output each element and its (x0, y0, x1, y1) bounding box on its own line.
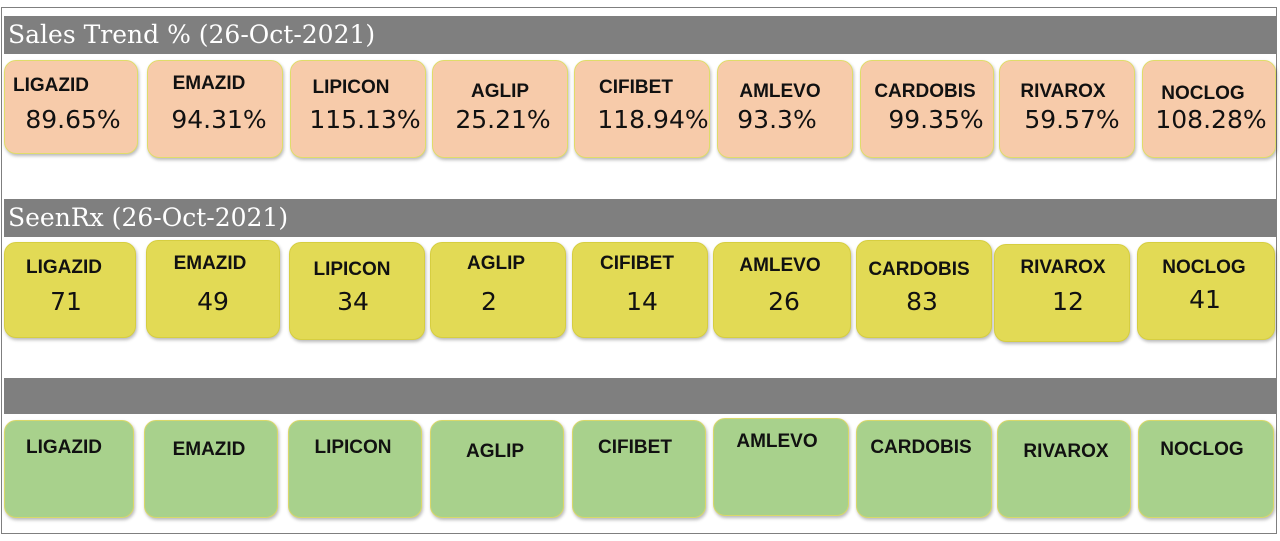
third-section-header (4, 378, 1276, 414)
card-value: 41 (1189, 285, 1221, 314)
card-value: 89.65% (25, 105, 121, 134)
card-name: AGLIP (470, 81, 530, 102)
seenrx-card-aglip[interactable]: AGLIP 2 (430, 242, 566, 338)
green-card-cifibet[interactable]: CIFIBET (572, 420, 706, 518)
card-name: EMAZID (172, 73, 246, 94)
seenrx-card-ligazid[interactable]: LIGAZID 71 (4, 242, 136, 338)
green-card-aglip[interactable]: AGLIP (430, 420, 564, 518)
sales-card-ligazid[interactable]: LIGAZID 89.65% (4, 60, 138, 154)
sales-trend-header: Sales Trend % (26-Oct-2021) (4, 16, 1276, 54)
card-name: NOCLOG (1161, 83, 1245, 104)
sales-card-aglip[interactable]: AGLIP 25.21% (432, 60, 568, 158)
card-name: AGLIP (466, 253, 526, 274)
green-card-noclog[interactable]: NOCLOG (1138, 420, 1274, 518)
card-name: NOCLOG (1162, 257, 1246, 278)
seenrx-card-rivarox[interactable]: RIVAROX 12 (994, 244, 1130, 342)
card-value: 34 (337, 287, 369, 316)
card-name: CIFIBET (598, 437, 672, 458)
card-name: CARDOBIS (874, 81, 976, 102)
card-name: RIVAROX (1020, 257, 1106, 278)
green-card-amlevo[interactable]: AMLEVO (713, 418, 849, 516)
card-name: EMAZID (173, 253, 247, 274)
green-card-ligazid[interactable]: LIGAZID (4, 420, 134, 518)
card-name: LIGAZID (13, 75, 89, 96)
sales-card-lipicon[interactable]: LIPICON 115.13% (290, 60, 426, 158)
card-value: 94.31% (171, 105, 267, 134)
card-name: LIGAZID (26, 437, 102, 458)
card-value: 59.57% (1024, 105, 1120, 134)
card-name: AGLIP (465, 441, 525, 462)
sales-card-cifibet[interactable]: CIFIBET 118.94% (574, 60, 710, 158)
card-name: NOCLOG (1160, 439, 1244, 460)
card-name: CARDOBIS (870, 437, 972, 458)
seenrx-card-amlevo[interactable]: AMLEVO 26 (713, 242, 851, 338)
card-name: AMLEVO (739, 255, 821, 276)
seenrx-header: SeenRx (26-Oct-2021) (4, 199, 1276, 237)
sales-card-emazid[interactable]: EMAZID 94.31% (147, 60, 283, 158)
card-name: LIPICON (314, 437, 392, 458)
sales-trend-title: Sales Trend % (26-Oct-2021) (8, 20, 376, 49)
card-value: 99.35% (888, 105, 984, 134)
card-value: 71 (50, 287, 82, 316)
card-value: 108.28% (1155, 105, 1267, 134)
green-card-lipicon[interactable]: LIPICON (288, 420, 422, 518)
sales-card-rivarox[interactable]: RIVAROX 59.57% (999, 60, 1135, 158)
card-value: 49 (197, 287, 229, 316)
card-name: CIFIBET (599, 77, 673, 98)
card-value: 93.3% (737, 105, 817, 134)
green-card-emazid[interactable]: EMAZID (144, 420, 278, 518)
card-name: CIFIBET (600, 253, 674, 274)
sales-card-amlevo[interactable]: AMLEVO 93.3% (717, 60, 853, 158)
card-name: LIPICON (313, 259, 391, 280)
card-name: RIVAROX (1020, 81, 1106, 102)
seenrx-card-cardobis[interactable]: CARDOBIS 83 (856, 240, 992, 338)
card-name: AMLEVO (736, 431, 818, 452)
card-name: CARDOBIS (868, 259, 970, 280)
card-name: LIPICON (312, 77, 390, 98)
card-value: 118.94% (597, 105, 709, 134)
card-name: AMLEVO (739, 81, 821, 102)
seenrx-card-noclog[interactable]: NOCLOG 41 (1137, 242, 1275, 340)
sales-card-noclog[interactable]: NOCLOG 108.28% (1142, 60, 1276, 158)
seenrx-title: SeenRx (26-Oct-2021) (8, 203, 289, 232)
sales-card-cardobis[interactable]: CARDOBIS 99.35% (860, 60, 994, 158)
card-value: 26 (768, 287, 800, 316)
card-value: 2 (481, 287, 497, 316)
card-value: 14 (626, 287, 658, 316)
card-value: 83 (906, 287, 938, 316)
seenrx-card-cifibet[interactable]: CIFIBET 14 (572, 242, 708, 338)
green-card-cardobis[interactable]: CARDOBIS (856, 420, 992, 518)
card-value: 115.13% (309, 105, 421, 134)
card-value: 12 (1052, 287, 1084, 316)
green-card-rivarox[interactable]: RIVAROX (997, 420, 1131, 518)
card-value: 25.21% (455, 105, 551, 134)
card-name: RIVAROX (1023, 441, 1109, 462)
card-name: EMAZID (172, 439, 246, 460)
seenrx-card-lipicon[interactable]: LIPICON 34 (289, 242, 425, 340)
seenrx-card-emazid[interactable]: EMAZID 49 (146, 240, 280, 338)
card-name: LIGAZID (26, 257, 102, 278)
